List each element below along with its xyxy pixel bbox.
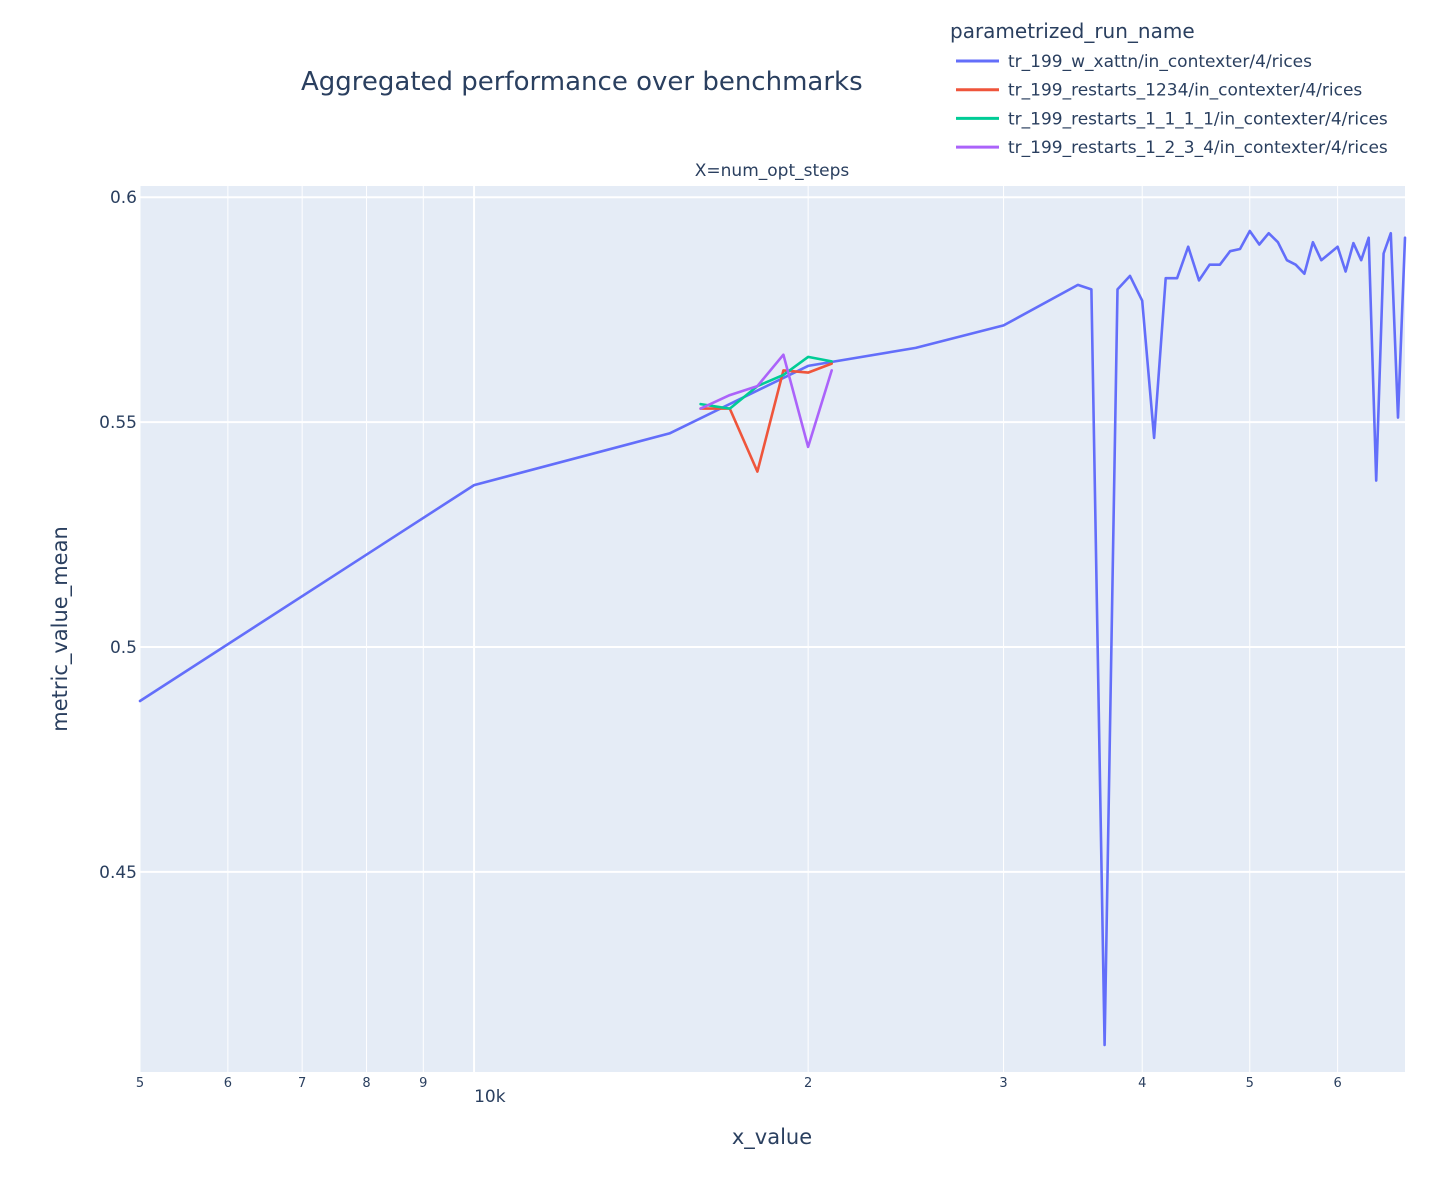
x-tick-label: 5 xyxy=(136,1076,144,1091)
legend-item-1[interactable]: tr_199_w_xattn/in_contexter/4/rices xyxy=(956,52,1312,72)
x-tick-label: 2 xyxy=(804,1076,812,1091)
x-tick-label: 6 xyxy=(1333,1076,1341,1091)
x-tick-label: 7 xyxy=(298,1076,306,1091)
x-tick-label: 6 xyxy=(224,1076,232,1091)
legend-label: tr_199_restarts_1_2_3_4/in_contexter/4/r… xyxy=(1008,138,1388,158)
legend-label: tr_199_restarts_1_1_1_1/in_contexter/4/r… xyxy=(1008,109,1388,129)
subplot-title: X=num_opt_steps xyxy=(695,161,850,181)
series-line-1 xyxy=(138,229,1407,1047)
x-tick-label: 4 xyxy=(1138,1076,1146,1091)
grid xyxy=(139,186,1405,1072)
x-tick-label: 9 xyxy=(419,1076,427,1091)
series-layer xyxy=(138,229,1407,1047)
x-axis-title: x_value xyxy=(732,1125,812,1150)
x-tick-label: 10k xyxy=(474,1087,506,1107)
legend-label: tr_199_w_xattn/in_contexter/4/rices xyxy=(1008,52,1312,72)
legend-item-3[interactable]: tr_199_restarts_1_1_1_1/in_contexter/4/r… xyxy=(956,109,1388,129)
legend-item-2[interactable]: tr_199_restarts_1234/in_contexter/4/rice… xyxy=(956,81,1362,101)
series-line-4 xyxy=(699,353,834,449)
y-axis-title: metric_value_mean xyxy=(48,526,73,732)
y-tick-label: 0.45 xyxy=(99,863,137,883)
legend[interactable]: tr_199_w_xattn/in_contexter/4/rices tr_19… xyxy=(956,52,1388,158)
x-tick-label: 5 xyxy=(1246,1076,1254,1091)
legend-item-4[interactable]: tr_199_restarts_1_2_3_4/in_contexter/4/r… xyxy=(956,138,1388,158)
x-tick-label: 8 xyxy=(362,1076,370,1091)
y-tick-label: 0.5 xyxy=(110,638,137,658)
chart-title: Aggregated performance over benchmarks xyxy=(301,67,863,97)
legend-label: tr_199_restarts_1234/in_contexter/4/rice… xyxy=(1008,81,1362,101)
plot-area[interactable] xyxy=(140,186,1405,1072)
tick-labels: 5 6 7 8 9 10k 2 3 4 5 6 0.45 0.5 0.55 0.6 xyxy=(99,188,1342,1107)
y-tick-label: 0.6 xyxy=(110,188,137,208)
y-tick-label: 0.55 xyxy=(99,413,137,433)
legend-title: parametrized_run_name xyxy=(950,19,1195,43)
x-tick-label: 3 xyxy=(999,1076,1007,1091)
series-line-3 xyxy=(699,355,834,410)
